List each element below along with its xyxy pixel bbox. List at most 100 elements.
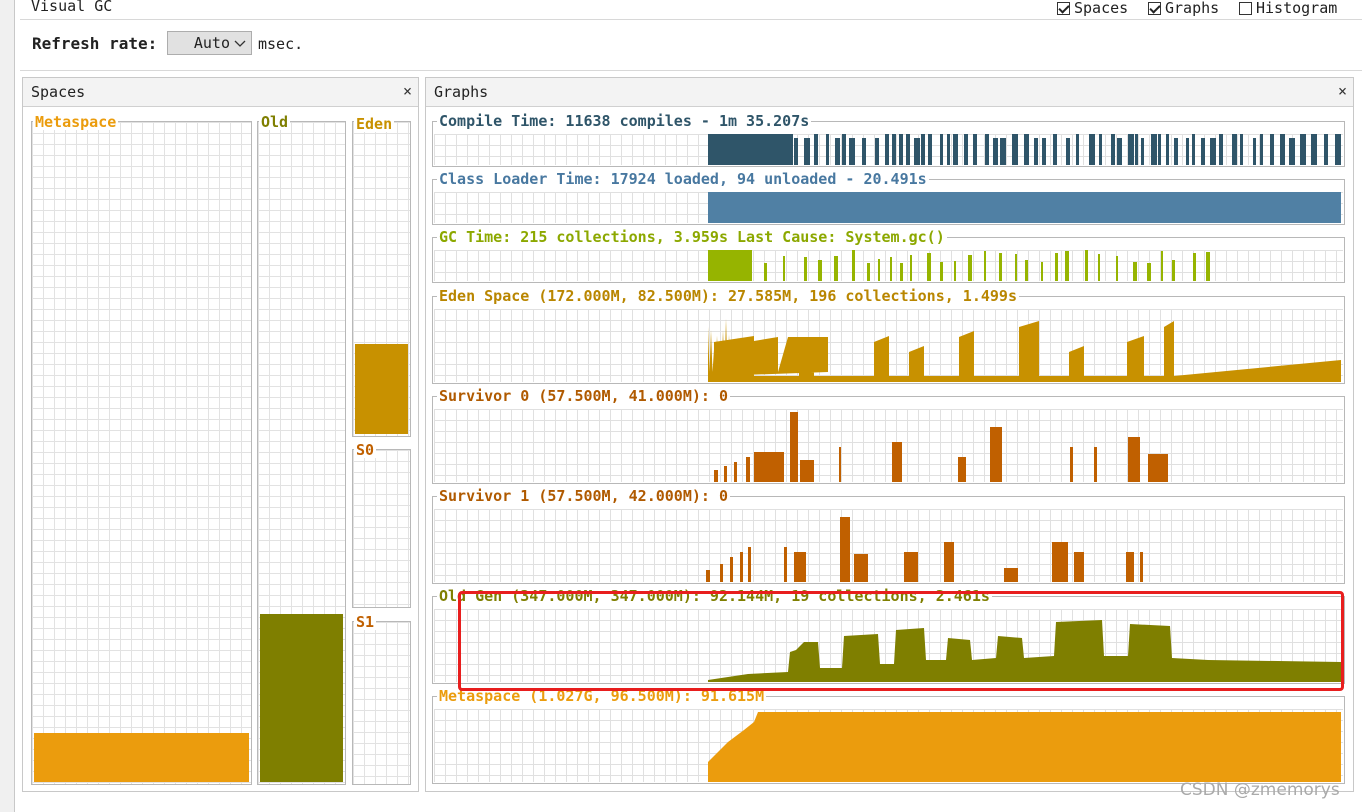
plot-bar xyxy=(1089,134,1095,165)
gc-time-plot xyxy=(708,250,1210,281)
plot-bar xyxy=(1135,134,1138,165)
compile-time-graph: Compile Time: 11638 compiles - 1m 35.207… xyxy=(432,113,1345,167)
old-gen-graph: Old Gen (347.000M, 347.000M): 92.144M, 1… xyxy=(432,588,1345,684)
plot-bar xyxy=(964,134,968,165)
plot-bar xyxy=(1065,251,1069,281)
spaces-panel-title: Spaces xyxy=(31,83,86,101)
plot-bar xyxy=(1324,134,1328,165)
spaces-toggle[interactable]: Spaces xyxy=(1057,0,1128,17)
plot-bar xyxy=(892,134,896,165)
close-icon[interactable]: × xyxy=(1337,82,1347,100)
plot-bar xyxy=(1055,253,1058,281)
checkbox-icon[interactable] xyxy=(1057,1,1070,15)
plot-bar xyxy=(790,412,798,482)
plot-bar xyxy=(973,134,977,165)
old-space xyxy=(257,121,346,785)
refresh-rate-label: Refresh rate: xyxy=(32,34,158,53)
plot-bar xyxy=(748,547,751,582)
plot-bar xyxy=(862,138,866,165)
plot-bar xyxy=(804,138,810,165)
class-loader-plot xyxy=(708,192,1341,223)
graphs-toggle-label: Graphs xyxy=(1165,0,1220,17)
plot-bar xyxy=(1085,250,1088,281)
plot-bar xyxy=(852,250,855,281)
refresh-rate-value: Auto xyxy=(193,34,230,52)
close-icon[interactable]: × xyxy=(402,82,412,100)
plot-bar xyxy=(854,554,868,582)
plot-bar xyxy=(1260,134,1263,165)
checkbox-icon[interactable] xyxy=(1148,1,1161,15)
plot-bar xyxy=(875,138,879,165)
plot-bar xyxy=(906,134,910,165)
plot-bar xyxy=(714,470,718,482)
plot-bar xyxy=(921,134,925,165)
plot-bar xyxy=(818,260,822,281)
plot-bar xyxy=(1311,134,1317,165)
plot-bar xyxy=(1034,138,1038,165)
survivor-1-title: Survivor 1 (57.500M, 42.000M): 0 xyxy=(437,487,730,505)
plot-bar xyxy=(878,259,880,281)
plot-bar xyxy=(1172,260,1175,281)
window-title: Visual GC xyxy=(31,0,113,15)
plot-bar xyxy=(1206,252,1210,281)
plot-bar xyxy=(1099,134,1102,165)
plot-bar xyxy=(784,547,787,582)
histogram-toggle-label: Histogram xyxy=(1256,0,1338,17)
gc-time-graph: GC Time: 215 collections, 3.959s Last Ca… xyxy=(432,229,1345,283)
old-label: Old xyxy=(259,113,291,131)
plot-bar xyxy=(892,442,902,482)
refresh-rate-select[interactable]: Auto xyxy=(167,31,252,55)
plot-bar xyxy=(794,138,798,165)
graphs-toggle[interactable]: Graphs xyxy=(1148,0,1220,17)
metaspace-graph: Metaspace (1.027G, 96.500M): 91.615M xyxy=(432,688,1345,784)
plot-bar xyxy=(834,256,838,281)
survivor-0-graph: Survivor 0 (57.500M, 41.000M): 0 xyxy=(432,388,1345,484)
plot-bar xyxy=(1004,568,1018,582)
plot-bar xyxy=(1192,134,1195,165)
plot-bar xyxy=(754,452,784,482)
eden-label: Eden xyxy=(354,115,395,133)
plot-bar xyxy=(1024,134,1029,165)
metaspace-fill xyxy=(34,733,249,782)
plot-bar xyxy=(1193,253,1196,281)
histogram-toggle[interactable]: Histogram xyxy=(1239,0,1338,17)
graphs-panel-header: Graphs × xyxy=(426,78,1353,107)
plot-bar xyxy=(954,261,956,281)
plot-bar xyxy=(1219,134,1223,165)
class-loader-graph: Class Loader Time: 17924 loaded, 94 unlo… xyxy=(432,171,1345,225)
plot-bar xyxy=(849,138,855,165)
plot-bar xyxy=(953,134,958,165)
plot-area xyxy=(708,318,1341,382)
plot-bar xyxy=(1133,262,1137,281)
plot-bar xyxy=(1025,260,1028,281)
plot-bar xyxy=(899,134,903,165)
plot-area xyxy=(708,620,1341,682)
eden-space-graph: Eden Space (172.000M, 82.500M): 27.585M,… xyxy=(432,288,1345,384)
plot-bar xyxy=(1094,447,1097,482)
plot-bar xyxy=(985,134,989,165)
plot-bar xyxy=(720,564,723,582)
plot-bar xyxy=(1201,138,1205,165)
plot-bar xyxy=(1070,447,1073,482)
plot-bar xyxy=(1116,256,1118,281)
plot-bar xyxy=(928,134,932,165)
left-window-edge xyxy=(0,0,15,812)
plot-bar xyxy=(1012,134,1018,165)
plot-bar xyxy=(1161,251,1163,281)
plot-bar xyxy=(1151,134,1157,165)
plot-bar xyxy=(1147,263,1151,281)
plot-bar xyxy=(730,557,733,582)
survivor-0-title: Survivor 0 (57.500M, 41.000M): 0 xyxy=(437,387,730,405)
plot-bar xyxy=(1335,134,1341,165)
plot-area xyxy=(708,712,1341,782)
plot-bar xyxy=(1148,454,1168,482)
survivor-1-plot xyxy=(706,517,1143,582)
checkbox-icon[interactable] xyxy=(1239,1,1252,15)
old-gen-plot xyxy=(708,620,1341,682)
plot-bar xyxy=(1076,134,1079,165)
plot-bar xyxy=(1015,254,1017,281)
survivor-1-graph: Survivor 1 (57.500M, 42.000M): 0 xyxy=(432,488,1345,584)
plot-bar xyxy=(1053,134,1057,165)
highlight-annotation xyxy=(458,591,1344,691)
s0-space xyxy=(352,449,411,608)
